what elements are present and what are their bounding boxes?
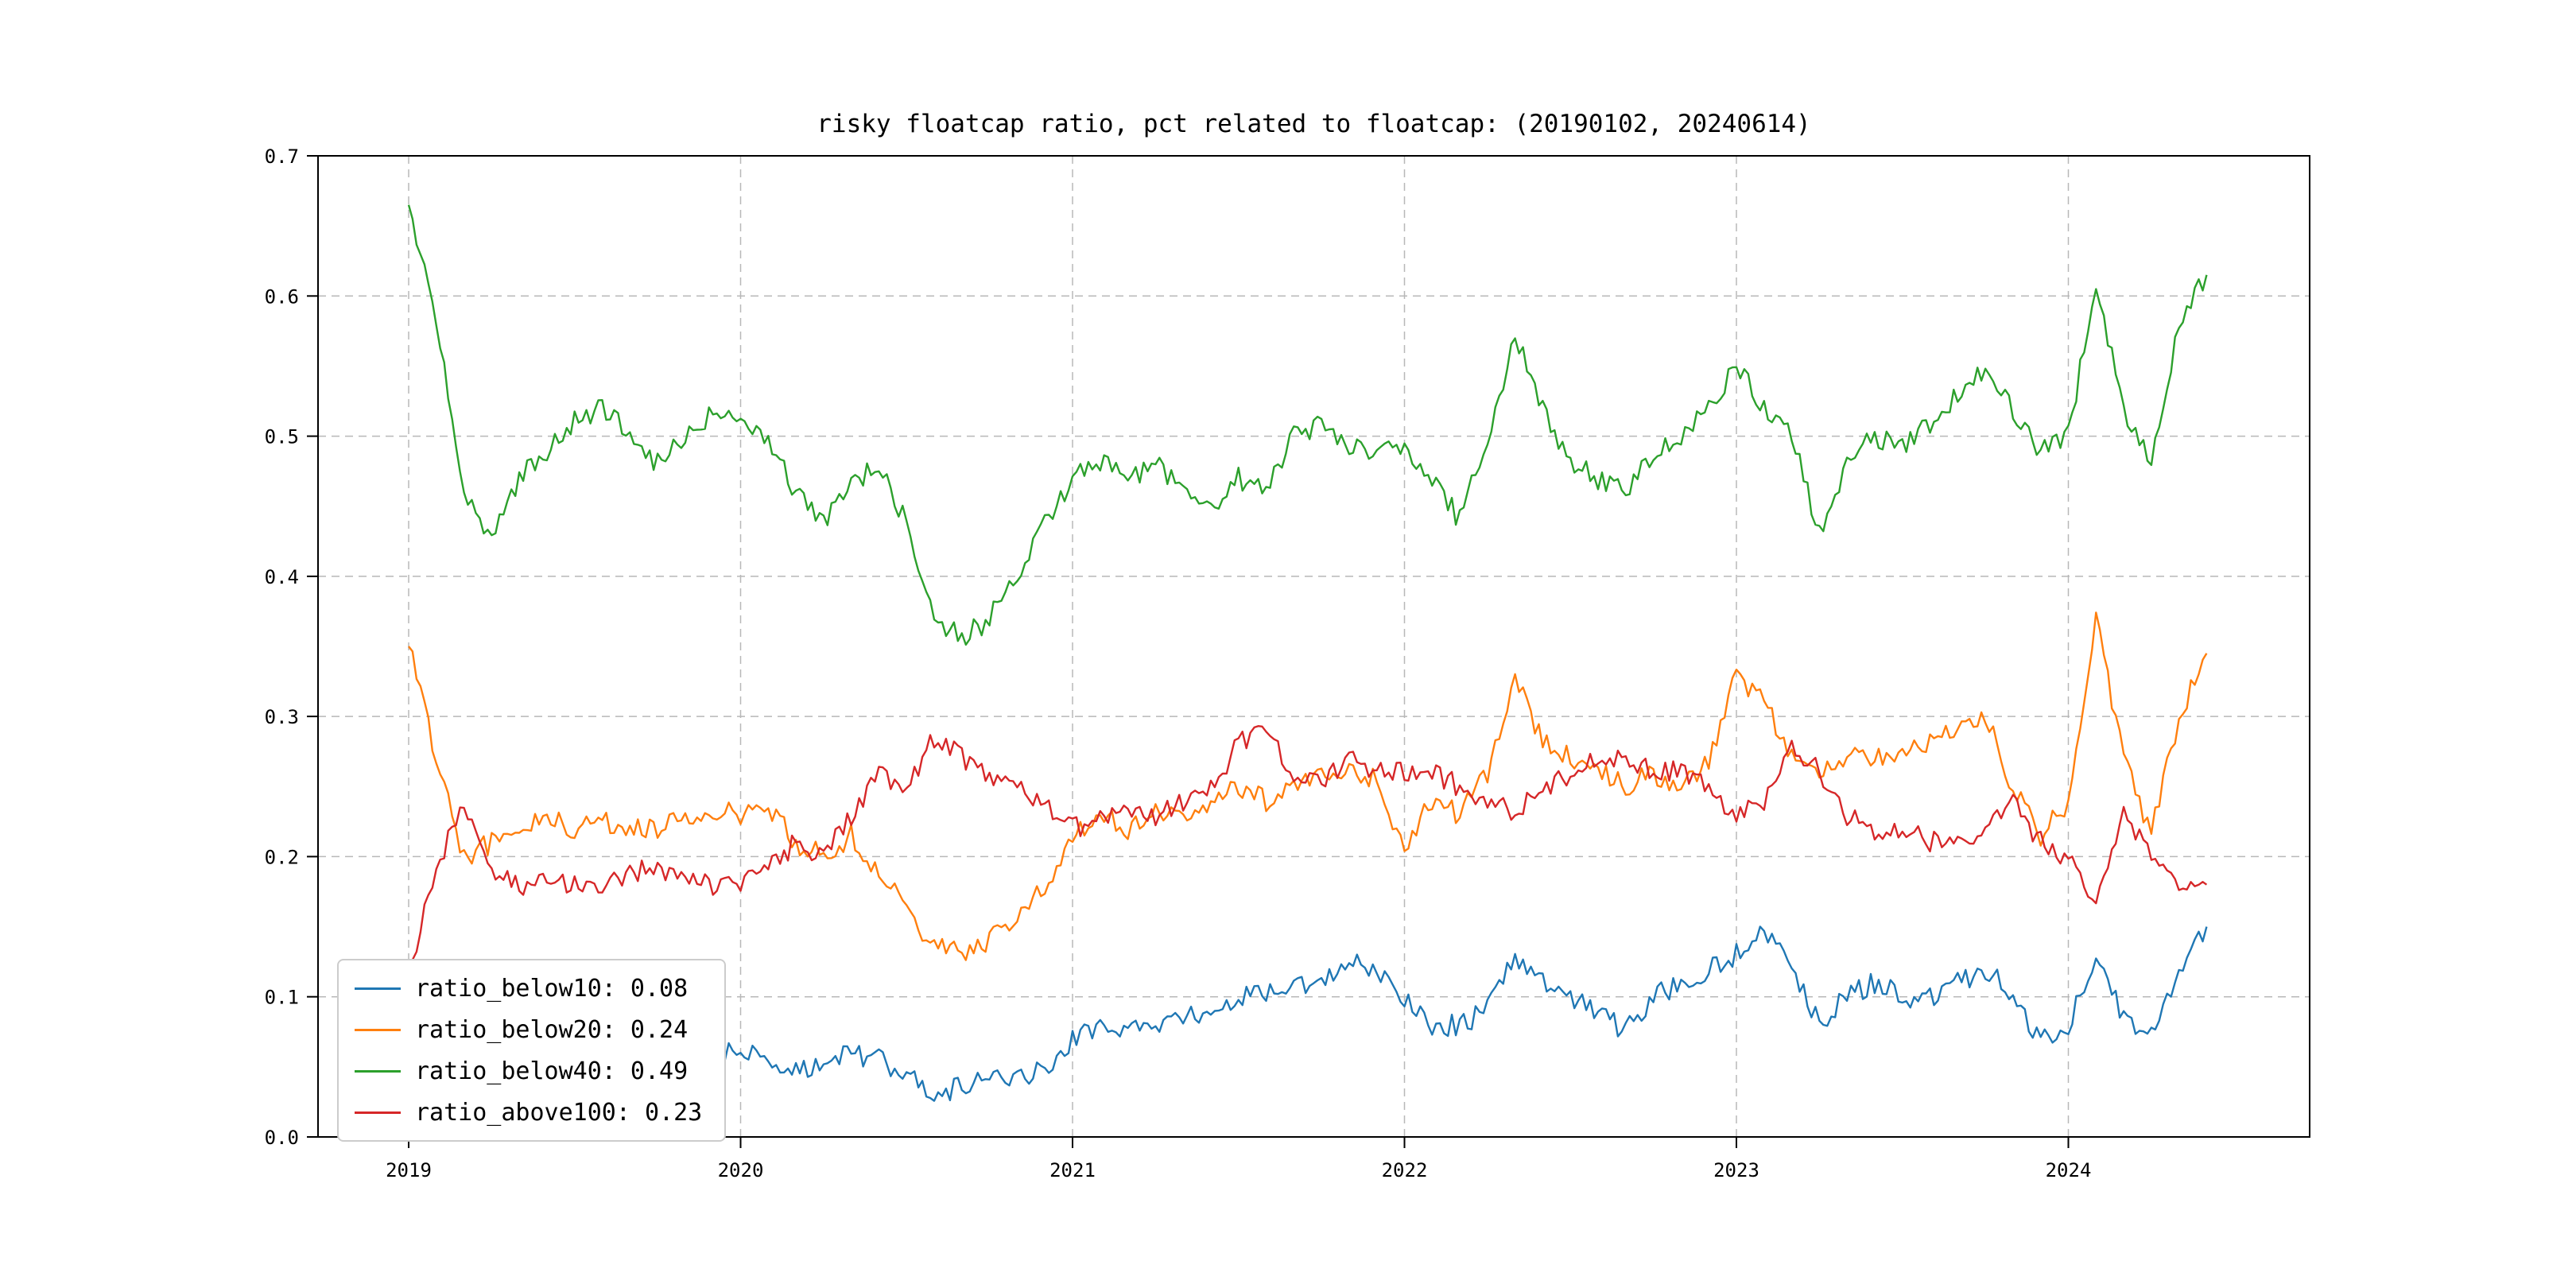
- x-tick-label: 2020: [718, 1159, 764, 1181]
- chart-title: risky floatcap ratio, pct related to flo…: [817, 110, 1811, 138]
- legend-item-ratio_above100: ratio_above100: 0.23: [355, 1094, 702, 1131]
- legend-swatch-ratio_below10: [355, 987, 401, 990]
- legend-swatch-ratio_below20: [355, 1028, 401, 1031]
- axes-box: [317, 155, 2310, 1138]
- x-tick-label: 2022: [1382, 1159, 1428, 1181]
- legend-label-ratio_above100: ratio_above100: 0.23: [415, 1098, 703, 1127]
- legend-swatch-ratio_below40: [355, 1069, 401, 1073]
- legend-label-ratio_below20: ratio_below20: 0.24: [415, 1015, 689, 1044]
- y-tick-label: 0.4: [265, 566, 299, 588]
- y-tick-label: 0.5: [265, 426, 299, 448]
- series-line-ratio_below40: [407, 204, 2208, 646]
- legend-swatch-ratio_above100: [355, 1111, 401, 1114]
- x-tick-label: 2024: [2046, 1159, 2092, 1181]
- legend-item-ratio_below40: ratio_below40: 0.49: [355, 1053, 702, 1089]
- legend-label-ratio_below40: ratio_below40: 0.49: [415, 1057, 689, 1085]
- x-tick-label: 2019: [386, 1159, 432, 1181]
- x-tick-label: 2023: [1713, 1159, 1759, 1181]
- legend-item-ratio_below20: ratio_below20: 0.24: [355, 1011, 702, 1048]
- x-tick-label: 2021: [1049, 1159, 1096, 1181]
- legend: ratio_below10: 0.08 ratio_below20: 0.24 ra…: [337, 959, 727, 1142]
- y-tick-label: 0.0: [265, 1127, 299, 1149]
- legend-item-ratio_below10: ratio_below10: 0.08: [355, 970, 702, 1007]
- series-line-ratio_below20: [408, 611, 2208, 961]
- y-tick-label: 0.3: [265, 706, 299, 728]
- y-tick-label: 0.7: [265, 145, 299, 168]
- y-tick-label: 0.2: [265, 846, 299, 868]
- y-tick-label: 0.1: [265, 987, 299, 1009]
- series-line-ratio_above100: [407, 725, 2208, 969]
- y-tick-label: 0.6: [265, 285, 299, 308]
- legend-label-ratio_below10: ratio_below10: 0.08: [415, 974, 689, 1003]
